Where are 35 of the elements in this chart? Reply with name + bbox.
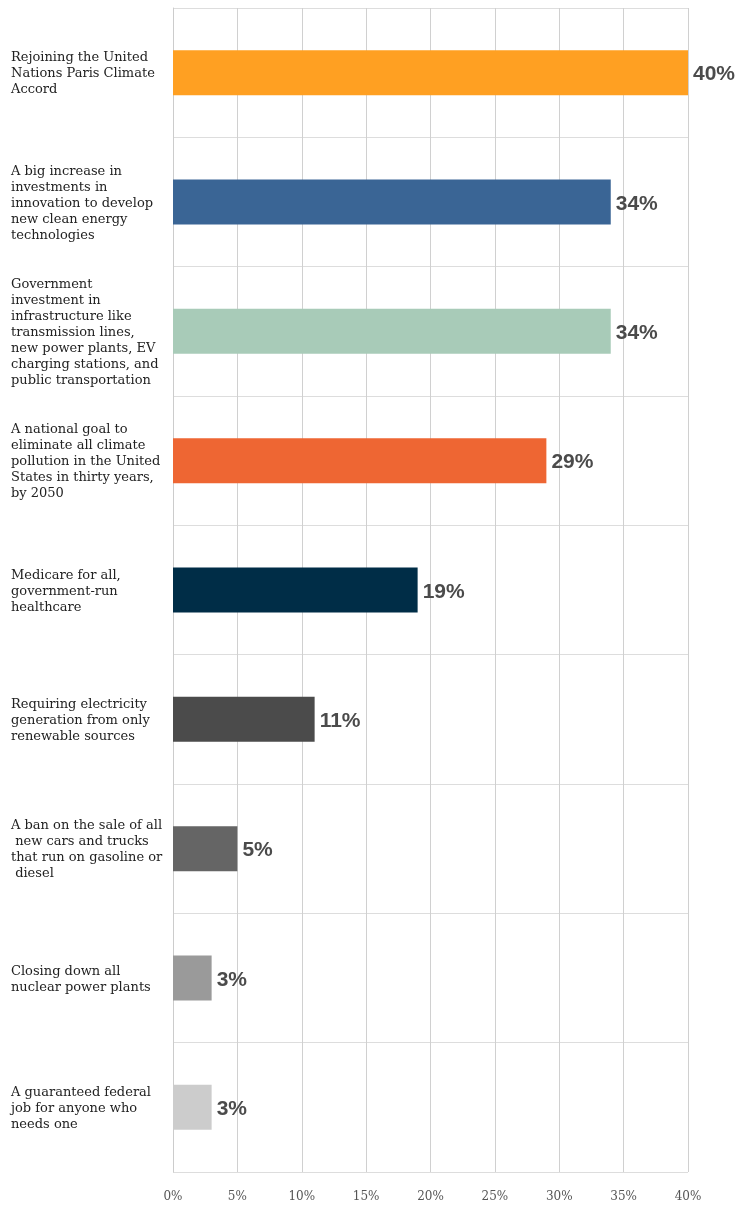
y-tick-label: A guaranteed federal job for anyone who needs one (9, 1083, 156, 1131)
data-label: 3% (216, 1095, 248, 1119)
y-tick-label: A big increase in investments in innovation to develop new clean energy technologies (10, 162, 158, 242)
y-tick-label: Rejoining the United Nations Paris Climate Accord (10, 49, 159, 97)
y-tick-label: Requiring electricity generation from only renewable sources (11, 695, 154, 743)
bar (173, 50, 688, 96)
data-label: 19% (422, 578, 465, 602)
x-tick-label: 0% (163, 1189, 183, 1203)
bar (173, 438, 547, 484)
x-tick-label: 20% (417, 1189, 444, 1203)
bar (173, 567, 418, 613)
x-tick-label: 5% (227, 1189, 247, 1203)
bar (173, 955, 212, 1001)
data-label: 5% (242, 837, 274, 861)
y-tick-label: A ban on the sale of all new cars and trucks that run on gasoline or diesel (10, 817, 164, 881)
x-tick-label: 30% (545, 1189, 573, 1203)
y-tick-label: A national goal to eliminate all climate pollution in the United States in thirty years, by 2050 (10, 421, 165, 501)
y-tick-label: Government investment in infrastructure like transmission lines, new power plants, EV charging stations, and public transportation (11, 275, 163, 387)
data-label: 40% (693, 61, 736, 85)
y-tick-label: Closing down all nuclear power plants (11, 962, 151, 994)
bar (173, 826, 238, 872)
data-label: 34% (615, 319, 659, 343)
x-tick-label: 25% (481, 1189, 509, 1203)
data-label: 29% (551, 449, 594, 473)
x-tick-label: 35% (610, 1189, 637, 1203)
bar (173, 696, 315, 742)
bar (173, 179, 611, 225)
bar (173, 308, 611, 354)
x-tick-label: 15% (352, 1189, 380, 1203)
data-label: 3% (216, 966, 248, 990)
data-label: 34% (615, 190, 659, 214)
data-label: 11% (319, 707, 361, 731)
y-tick-label: Medicare for all, government-run healthcare (11, 566, 125, 614)
x-tick-label: 10% (288, 1189, 316, 1203)
x-tick-label: 40% (674, 1189, 702, 1203)
